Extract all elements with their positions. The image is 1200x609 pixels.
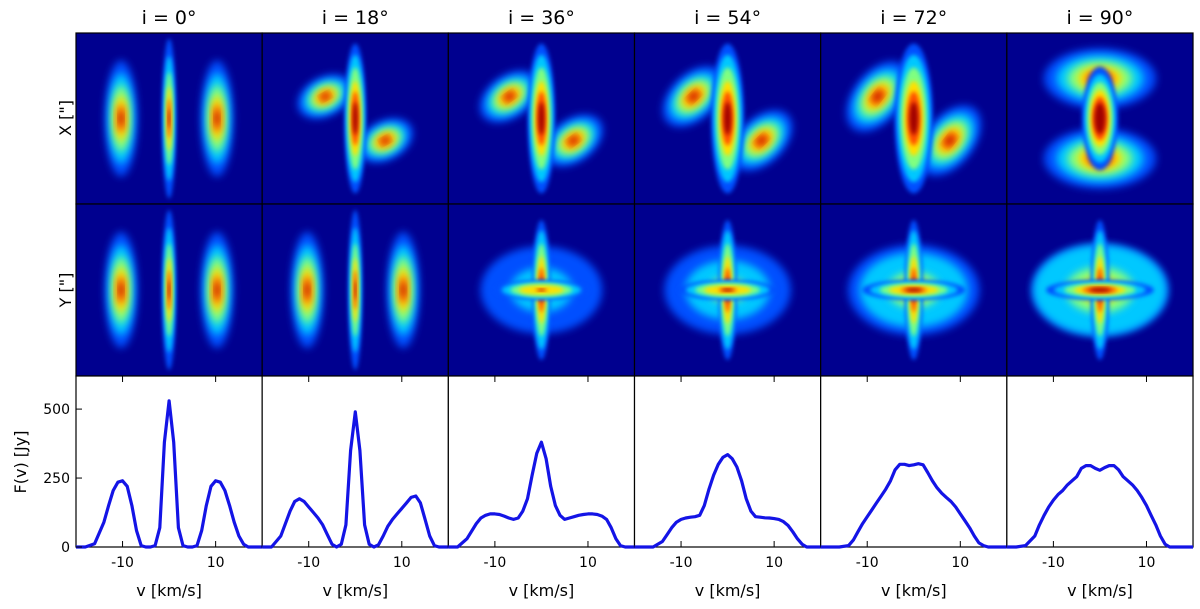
spectrum-panel-frame [633, 375, 822, 548]
map-blob [401, 283, 406, 297]
x-tick-label: -10 [483, 555, 506, 571]
channel-map [848, 220, 980, 360]
x-tick-label: 10 [579, 555, 597, 571]
x-tick-label: -10 [670, 555, 693, 571]
panel-title: i = 72° [880, 7, 947, 29]
x-tick-label: 10 [1138, 555, 1156, 571]
map-blob [873, 92, 882, 101]
column-titles: i = 0° i = 18° i = 36° i = 54° i = 72° i = 90… [142, 7, 1134, 29]
spectra-row: -10 10v [km/s]-10 10v [km/s]-10 10v [km/s]-… [43, 375, 1194, 600]
map-blob [569, 137, 577, 144]
map-blob [215, 283, 220, 297]
x-tick-label: 10 [765, 555, 783, 571]
row-label-x: X ["] [56, 100, 75, 136]
channel-map [662, 43, 793, 194]
spectrum-line [820, 462, 1007, 549]
map-blob [321, 93, 329, 100]
y-tick-label: 0 [61, 540, 70, 556]
channel-map [105, 38, 234, 199]
x-axis-label: v [km/s] [322, 581, 388, 600]
x-tick-label: -10 [111, 555, 134, 571]
x-tick-label: -10 [297, 555, 320, 571]
channel-maps [75, 32, 1194, 377]
channel-map [846, 43, 982, 194]
channel-map [664, 220, 791, 360]
map-blob [505, 93, 513, 100]
map-blob [215, 111, 220, 126]
channel-map [1043, 48, 1156, 189]
map-blob [1089, 288, 1111, 292]
panel-title: i = 36° [508, 7, 575, 29]
channel-map [291, 210, 420, 370]
x-axis-label: v [km/s] [509, 581, 575, 600]
map-blob [723, 102, 732, 135]
panel-title: i = 18° [322, 7, 389, 29]
map-blob [168, 108, 170, 129]
map-blob [354, 280, 357, 300]
channel-map [1031, 220, 1168, 360]
spectrum-line [634, 453, 821, 549]
spectrum-panel-frame [1006, 375, 1194, 548]
map-blob [305, 283, 310, 297]
row-label-y: Y ["] [56, 273, 75, 309]
y-tick-label: 500 [43, 402, 70, 418]
spectrum-line [262, 410, 449, 549]
x-axis-label: v [km/s] [881, 581, 947, 600]
x-tick-label: 10 [207, 555, 225, 571]
map-blob [537, 289, 546, 291]
y-tick-label: 250 [43, 471, 70, 487]
spectrum-line [76, 399, 263, 549]
map-blob [538, 102, 545, 135]
map-blob [945, 136, 954, 145]
y-axis-label: F(v) [Jy] [11, 431, 30, 494]
spectrum-panel-frame [820, 375, 1008, 548]
channel-map [297, 43, 413, 194]
x-axis-label: v [km/s] [1067, 581, 1133, 600]
spectrum-line [448, 440, 635, 549]
panel-title: i = 54° [694, 7, 761, 29]
channel-map [479, 43, 604, 194]
axis-labels: X ["] Y ["] F(v) [Jy] [11, 100, 75, 493]
channel-map [105, 210, 234, 370]
map-blob [905, 288, 923, 292]
channel-map [480, 220, 603, 360]
spectrum-panel-frame [261, 375, 449, 548]
panel-title: i = 0° [142, 7, 197, 29]
x-tick-label: -10 [856, 555, 879, 571]
map-blob [381, 137, 389, 144]
map-blob [352, 102, 358, 135]
x-axis-label: v [km/s] [695, 581, 761, 600]
map-blob [1094, 102, 1106, 135]
map-blob [119, 111, 124, 126]
map-blob [168, 280, 170, 300]
x-tick-label: 10 [951, 555, 969, 571]
x-tick-label: -10 [1042, 555, 1065, 571]
x-tick-label: 10 [393, 555, 411, 571]
panel-title: i = 90° [1066, 7, 1133, 29]
x-axis-label: v [km/s] [136, 581, 202, 600]
spectrum-line [1006, 464, 1193, 549]
map-blob [689, 92, 698, 101]
map-blob [909, 102, 918, 135]
map-blob [757, 136, 766, 145]
map-blob [119, 283, 124, 297]
map-blob [721, 288, 734, 292]
